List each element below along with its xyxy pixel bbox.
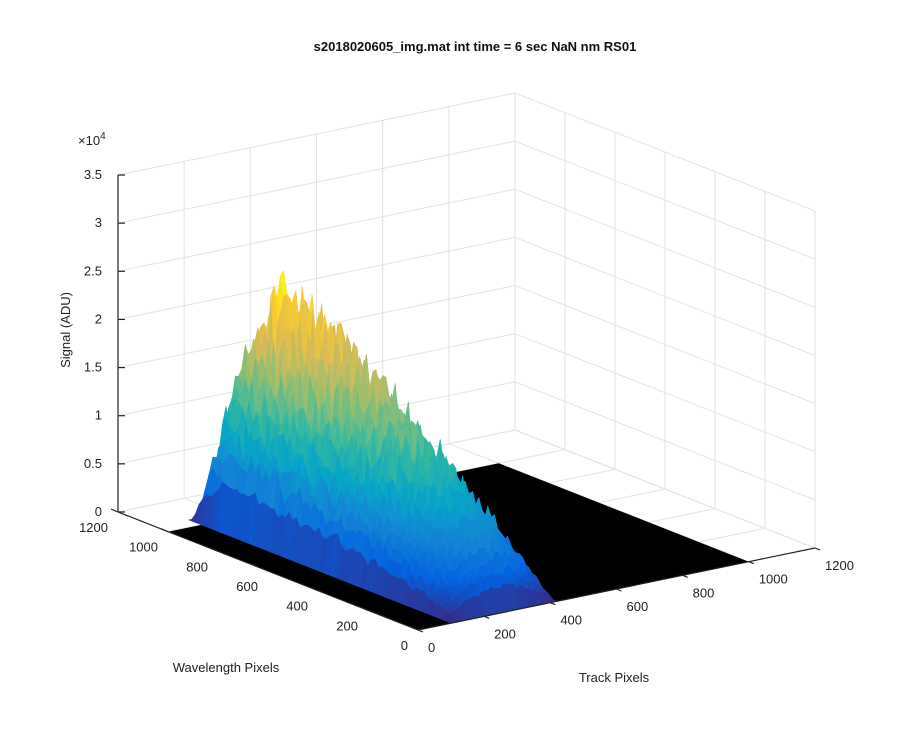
x-axis-label: Track Pixels (579, 670, 650, 685)
y-tick-label: 0 (401, 638, 408, 653)
y-axis-label: Wavelength Pixels (173, 660, 280, 675)
x-tick-mark (550, 602, 556, 606)
x-tick-label: 200 (494, 626, 516, 641)
x-tick-mark (483, 615, 490, 619)
x-tick-mark (616, 588, 622, 592)
z-tick-label: 3 (95, 215, 102, 230)
x-tick-mark (814, 547, 821, 551)
y-tick-label: 400 (286, 599, 308, 614)
x-tick-mark (748, 561, 755, 565)
x-tick-label: 400 (560, 613, 582, 628)
y-tick-mark (110, 508, 119, 513)
z-tick-label: 0.5 (84, 456, 102, 471)
y-tick-mark (160, 528, 169, 533)
y-tick-mark (310, 587, 319, 592)
y-tick-mark (260, 567, 269, 572)
x-tick-label: 800 (693, 585, 715, 600)
x-tick-label: 1000 (759, 572, 788, 587)
y-tick-label: 1000 (129, 540, 158, 555)
x-tick-label: 600 (627, 599, 649, 614)
y-tick-mark (360, 606, 369, 611)
axis-ticks: 0200400600800100012000200400600800100012… (79, 167, 854, 655)
y-tick-label: 1200 (79, 520, 108, 535)
signal-surface (187, 270, 558, 624)
y-tick-mark (410, 626, 419, 631)
chart-title: s2018020605_img.mat int time = 6 sec NaN… (314, 39, 637, 54)
z-tick-label: 2 (95, 311, 102, 326)
y-tick-label: 800 (186, 559, 208, 574)
x-tick-label: 0 (428, 640, 435, 655)
z-tick-label: 1.5 (84, 360, 102, 375)
z-tick-label: 0 (95, 504, 102, 519)
y-tick-mark (210, 547, 219, 552)
z-tick-label: 2.5 (84, 263, 102, 278)
z-axis-label: Signal (ADU) (58, 292, 73, 368)
y-tick-label: 600 (236, 579, 258, 594)
x-tick-label: 1200 (825, 558, 854, 573)
x-tick-mark (417, 629, 424, 633)
x-tick-mark (682, 574, 688, 578)
z-exponent-label: ×104 (78, 131, 106, 148)
y-tick-label: 200 (336, 618, 358, 633)
z-tick-label: 3.5 (84, 167, 102, 182)
z-tick-label: 1 (95, 408, 102, 423)
back-wall-grid (117, 92, 816, 631)
